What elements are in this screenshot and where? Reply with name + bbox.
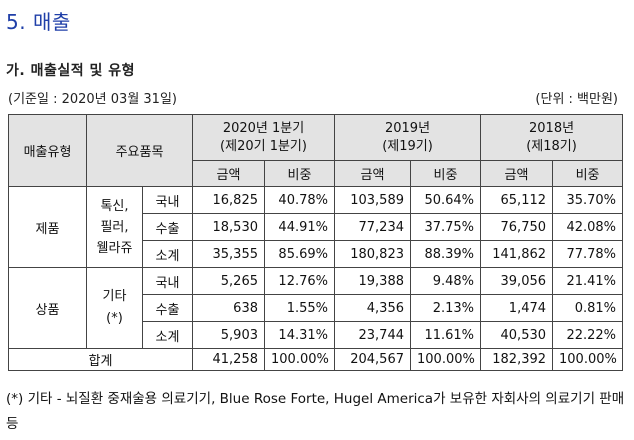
header-ratio: 비중 (409, 160, 482, 187)
header-sales-type: 매출유형 (8, 114, 87, 187)
table-row: 소계 5,903 14.31% 23,744 11.61% 40,530 22.… (9, 321, 624, 349)
ratio-cell: 11.61% (409, 321, 482, 349)
ratio-cell: 44.91% (264, 213, 335, 241)
sales-type-cell: 제품 (8, 186, 87, 268)
total-row: 합계 41,258 100.00% 204,567 100.00% 182,39… (8, 348, 624, 371)
sub-type-cell: 수출 (142, 294, 193, 322)
total-label: 합계 (8, 348, 193, 371)
total-ratio-cell: 100.00% (409, 348, 482, 371)
table-row: 수출 638 1.55% 4,356 2.13% 1,474 0.81% (9, 294, 624, 322)
ratio-cell: 21.41% (552, 267, 624, 295)
products-cell: 톡신, 필러, 웰라쥬 (86, 186, 143, 268)
total-amount-cell: 204,567 (334, 348, 411, 371)
base-date: (기준일 : 2020년 03월 31일) (8, 92, 177, 107)
ratio-cell: 40.78% (264, 186, 335, 214)
ratio-cell: 22.22% (552, 321, 624, 349)
ratio-cell: 12.76% (264, 267, 335, 295)
products-cell: 기타 (*) (86, 267, 143, 349)
sub-type-cell: 수출 (142, 213, 193, 241)
amount-cell: 65,112 (480, 186, 554, 214)
header-main-products: 주요품목 (86, 114, 193, 187)
header-period-2020q1: 2020년 1분기 (제20기 1분기) (192, 114, 335, 161)
ratio-cell: 1.55% (264, 294, 335, 322)
section-title: 5. 매출 (6, 10, 71, 34)
amount-cell: 77,234 (334, 213, 411, 241)
total-ratio-cell: 100.00% (552, 348, 624, 371)
subsection-title: 가. 매출실적 및 유형 (6, 63, 135, 79)
header-ratio: 비중 (264, 160, 335, 187)
sub-type-cell: 소계 (142, 240, 193, 268)
amount-cell: 141,862 (480, 240, 554, 268)
total-ratio-cell: 100.00% (264, 348, 335, 371)
ratio-cell: 35.70% (552, 186, 624, 214)
table-row: 소계 35,355 85.69% 180,823 88.39% 141,862 … (9, 240, 624, 268)
amount-cell: 4,356 (334, 294, 411, 322)
header-period-2019: 2019년 (제19기) (333, 114, 482, 161)
sub-type-cell: 소계 (142, 321, 193, 349)
amount-cell: 76,750 (480, 213, 554, 241)
footnote: (*) 기타 - 뇌질환 중재술용 의료기기, Blue Rose Forte,… (6, 391, 625, 432)
amount-cell: 35,355 (192, 240, 265, 268)
amount-cell: 18,530 (192, 213, 265, 241)
amount-cell: 5,265 (192, 267, 265, 295)
amount-cell: 19,388 (334, 267, 411, 295)
total-amount-cell: 182,392 (480, 348, 554, 371)
sales-type-cell: 상품 (8, 267, 87, 349)
sales-table: 매출유형 주요품목 2020년 1분기 (제20기 1분기) 2019년 (제1… (8, 114, 624, 371)
ratio-cell: 0.81% (552, 294, 624, 322)
sub-type-cell: 국내 (142, 186, 193, 214)
header-amount: 금액 (480, 160, 554, 187)
sub-type-cell: 국내 (142, 267, 193, 295)
amount-cell: 39,056 (480, 267, 554, 295)
amount-cell: 1,474 (480, 294, 554, 322)
header-ratio: 비중 (552, 160, 624, 187)
header-amount: 금액 (334, 160, 411, 187)
amount-cell: 103,589 (334, 186, 411, 214)
ratio-cell: 50.64% (409, 186, 482, 214)
ratio-cell: 77.78% (552, 240, 624, 268)
ratio-cell: 85.69% (264, 240, 335, 268)
table-row: 수출 18,530 44.91% 77,234 37.75% 76,750 42… (9, 213, 624, 241)
header-period-2018: 2018년 (제18기) (480, 114, 624, 161)
ratio-cell: 9.48% (409, 267, 482, 295)
amount-cell: 5,903 (192, 321, 265, 349)
ratio-cell: 2.13% (409, 294, 482, 322)
header-amount: 금액 (192, 160, 265, 187)
amount-cell: 23,744 (334, 321, 411, 349)
ratio-cell: 42.08% (552, 213, 624, 241)
amount-cell: 180,823 (334, 240, 411, 268)
ratio-cell: 37.75% (409, 213, 482, 241)
amount-cell: 16,825 (192, 186, 265, 214)
unit-label: (단위 : 백만원) (535, 92, 618, 107)
amount-cell: 40,530 (480, 321, 554, 349)
total-amount-cell: 41,258 (192, 348, 265, 371)
ratio-cell: 88.39% (409, 240, 482, 268)
ratio-cell: 14.31% (264, 321, 335, 349)
table-row: 상품 기타 (*) 국내 5,265 12.76% 19,388 9.48% 3… (8, 267, 624, 349)
table-row: 제품 톡신, 필러, 웰라쥬 국내 16,825 40.78% 103,589 … (8, 186, 624, 268)
amount-cell: 638 (192, 294, 265, 322)
